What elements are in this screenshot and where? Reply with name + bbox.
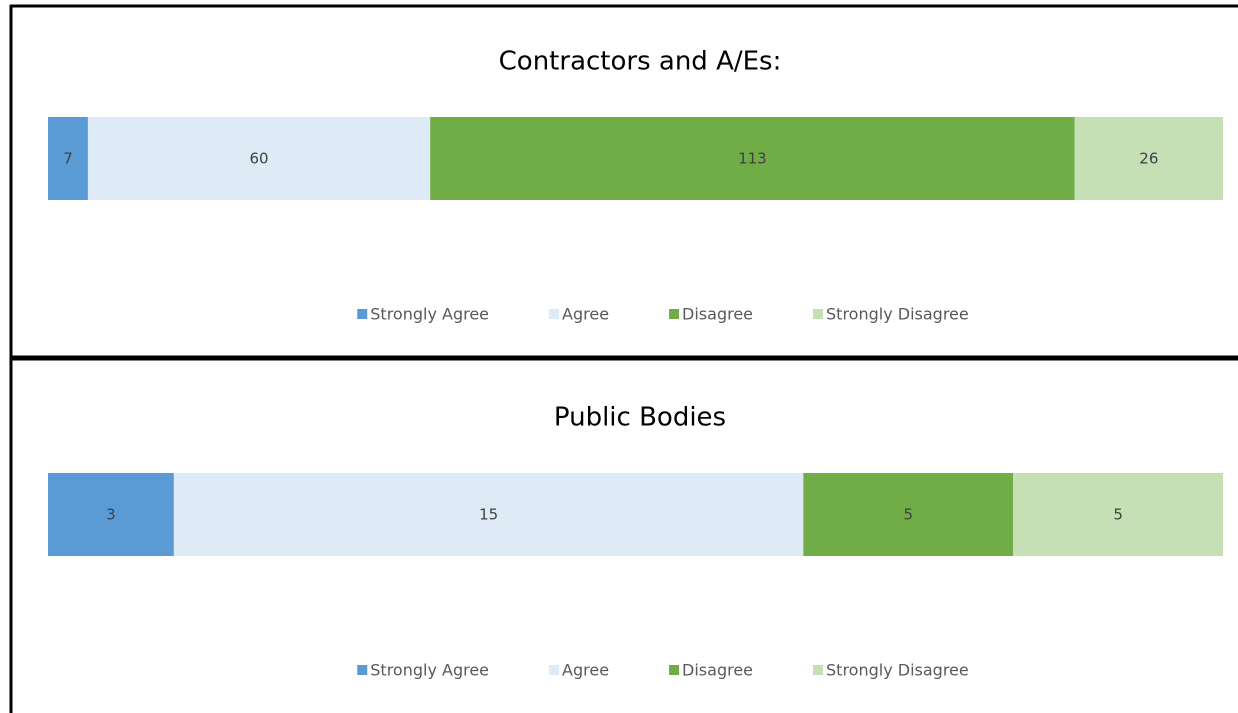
data-label: 60 (249, 150, 268, 168)
legend-swatch (549, 665, 560, 675)
bar-segment (48, 117, 88, 200)
legend-swatch (813, 309, 824, 319)
legend-label: Agree (562, 661, 609, 680)
legend-swatch (669, 309, 680, 319)
legend-label: Strongly Disagree (826, 305, 969, 324)
data-label: 5 (903, 506, 913, 524)
bar-chart: Contractors and A/Es: 7 60 113 26 Strongly Ag… (48, 47, 1223, 324)
legend-swatch (669, 665, 680, 675)
legend-swatch (357, 665, 368, 675)
data-label: 7 (63, 150, 73, 168)
data-label: 3 (106, 506, 116, 524)
legend-label: Strongly Agree (370, 661, 489, 680)
legend-label: Disagree (682, 661, 753, 680)
data-label: 26 (1139, 150, 1158, 168)
legend-label: Disagree (682, 305, 753, 324)
legend-label: Strongly Agree (370, 305, 489, 324)
data-label: 113 (738, 150, 767, 168)
bar-segment (173, 473, 804, 556)
bar-segment (1074, 117, 1223, 200)
legend: Strongly Agree Agree Disagree Strongly Disa… (357, 661, 969, 680)
legend-swatch (357, 309, 368, 319)
bar-chart: Public Bodies 3 15 5 5 Strongly Agree Agree Dis… (48, 403, 1223, 680)
bar-segment (48, 473, 174, 556)
data-label: 15 (479, 506, 498, 524)
legend: Strongly Agree Agree Disagree Strongly Disa… (357, 305, 969, 324)
legend-swatch (813, 665, 824, 675)
bar-segment (803, 473, 1014, 556)
legend-label: Agree (562, 305, 609, 324)
bar-segment (1013, 473, 1223, 556)
chart-title: Public Bodies (554, 403, 726, 433)
legend-swatch (549, 309, 560, 319)
legend-label: Strongly Disagree (826, 661, 969, 680)
data-label: 5 (1113, 506, 1123, 524)
bar-segment (87, 117, 431, 200)
chart-title: Contractors and A/Es: (499, 47, 782, 77)
bar-segment (430, 117, 1075, 200)
